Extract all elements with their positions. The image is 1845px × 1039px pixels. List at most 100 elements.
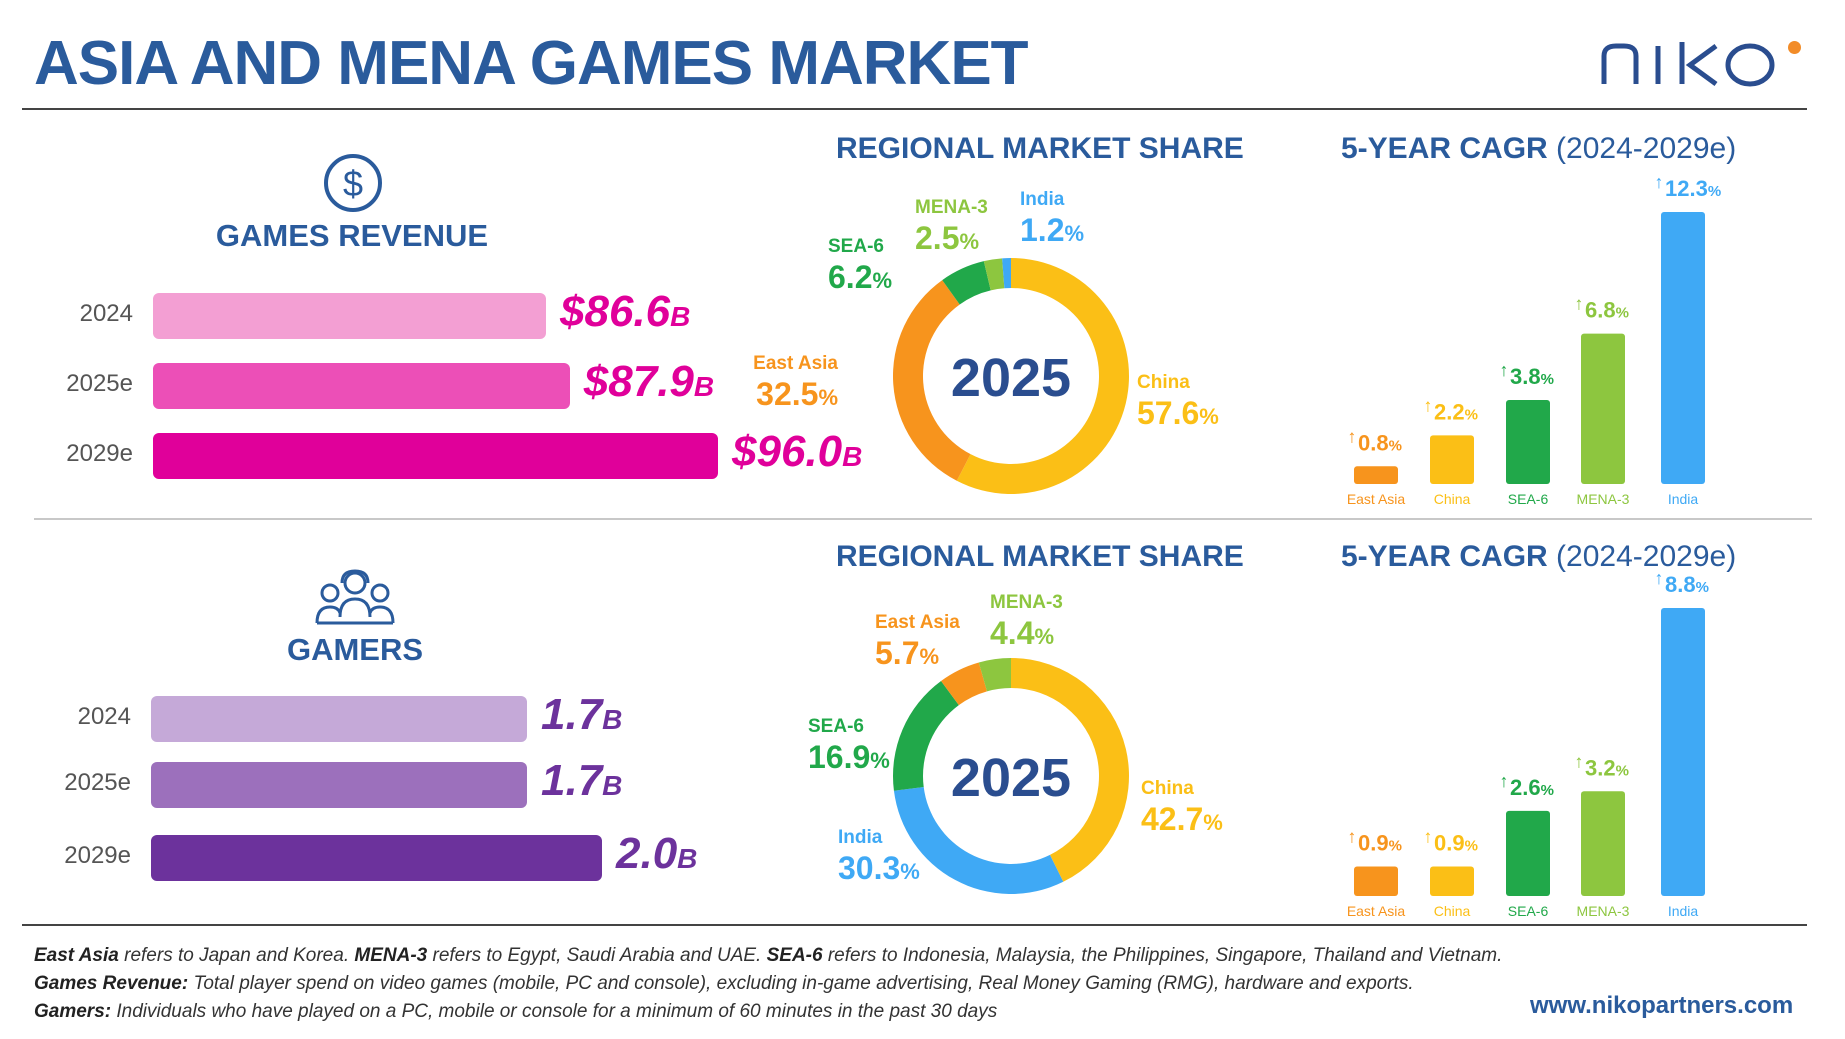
cagr-value-label-number: 12.3 [1665, 176, 1708, 201]
donut-category-label: MENA-3 [915, 197, 988, 218]
website-link[interactable]: www.nikopartners.com [1530, 992, 1794, 1019]
revenue-bar [153, 363, 570, 409]
cagr-bar-sea-6 [1506, 810, 1550, 896]
donut-value-label-number: 42.7 [1141, 801, 1203, 837]
logo-dot [1788, 41, 1801, 54]
revenue-bar-value-unit: B [670, 301, 691, 332]
revenue-bar-value: $96.0B [732, 427, 862, 477]
revenue-bar-value-unit: B [842, 441, 863, 472]
cagr-value-label-number: 2.2 [1434, 399, 1465, 424]
cagr-bar-india [1661, 608, 1705, 896]
revenue-bar-value-unit: B [693, 371, 715, 402]
revenue-bar [153, 293, 546, 339]
cagr-arrow-icon: ↑ [1348, 827, 1357, 847]
donut-value-label-percent-sign: % [1199, 404, 1219, 429]
cagr-value-label-number: 3.8 [1510, 364, 1541, 389]
donut-category-label: India [838, 827, 883, 848]
donut-category-label: China [1141, 778, 1194, 799]
donut-slice-east-asia [892, 280, 971, 481]
cagr-value-label-percent-sign: % [1465, 406, 1478, 423]
revenue-bar-value-number: $96.0 [732, 427, 843, 476]
revenue-year-label: 2025e [66, 370, 133, 397]
cagr-value-label: 3.8% [1510, 364, 1554, 389]
donut-center-year: 2025 [951, 348, 1071, 408]
cagr-period: (2024-2029e) [1556, 132, 1737, 165]
donut-value-label-number: 1.2 [1020, 212, 1064, 248]
cagr-arrow-icon: ↑ [1500, 360, 1509, 380]
donut-value-label: 1.2% [1020, 212, 1084, 248]
cagr-bar-east-asia [1354, 866, 1398, 896]
footnote-text: refers to Egypt, Saudi Arabia and UAE. [427, 945, 767, 966]
niko-logo-mark [1601, 42, 1775, 87]
donut-value-label-percent-sign: % [818, 385, 838, 410]
cagr-category-label: MENA-3 [1577, 491, 1630, 507]
cagr-category-label: China [1434, 903, 1471, 919]
footnote-term: East Asia [34, 945, 119, 966]
gamers-bar-value: 1.7B [541, 690, 622, 740]
donut-value-label: 42.7% [1141, 801, 1223, 837]
cagr-bar-china [1430, 435, 1474, 484]
donut-value-label-percent-sign: % [1203, 810, 1223, 835]
cagr-value-label-percent-sign: % [1708, 183, 1721, 200]
revenue-bar-value: $86.6B [560, 287, 690, 337]
dollar-circle-icon: $ [322, 152, 384, 219]
niko-logo [1598, 34, 1788, 108]
donut-category-label: MENA-3 [990, 592, 1063, 613]
cagr-value-label-percent-sign: % [1616, 305, 1629, 322]
cagr-value-label: 0.9% [1434, 831, 1478, 856]
donut-value-label-percent-sign: % [872, 268, 892, 293]
cagr-arrow-icon: ↑ [1348, 426, 1357, 446]
donut-slice-sea-6 [893, 680, 959, 791]
donut-slice-india [893, 787, 1064, 894]
gamers-bar-value-unit: B [602, 770, 623, 801]
cagr-value-label-percent-sign: % [1696, 579, 1709, 596]
cagr-period: (2024-2029e) [1556, 540, 1737, 573]
donut-slice-mena-3 [983, 258, 1005, 291]
cagr-category-label: India [1668, 491, 1699, 507]
donut-value-label: 5.7% [875, 635, 939, 671]
cagr-value-label: 0.8% [1358, 430, 1402, 455]
donut-center-year: 2025 [951, 748, 1071, 808]
cagr-bar-china [1430, 866, 1474, 896]
revenue-bar-value-number: $87.9 [583, 357, 694, 406]
donut-value-label: 2.5% [915, 220, 979, 256]
cagr-value-label-number: 0.9 [1434, 831, 1465, 856]
people-group-icon [314, 567, 396, 632]
cagr-value-label: 2.2% [1434, 399, 1478, 424]
donut-value-label-number: 32.5 [756, 376, 818, 412]
cagr-category-label: MENA-3 [1577, 903, 1630, 919]
donut-category-label: China [1137, 372, 1190, 393]
section-divider [34, 518, 1812, 520]
cagr-arrow-icon: ↑ [1655, 172, 1664, 192]
donut-category-label: East Asia [753, 353, 838, 374]
cagr-bar-mena-3 [1581, 333, 1625, 484]
footnote-text: Total player spend on video games (mobil… [188, 973, 1414, 994]
donut-value-label-percent-sign: % [900, 859, 920, 884]
donut-category-label: East Asia [875, 612, 960, 633]
donut-value-label-number: 4.4 [990, 615, 1035, 651]
cagr-value-label-percent-sign: % [1616, 762, 1629, 779]
donut-value-label: 6.2% [828, 259, 892, 295]
cagr-value-label: 0.9% [1358, 831, 1402, 856]
revenue-bar-value-number: $86.6 [560, 287, 671, 336]
donut-value-label-number: 30.3 [838, 850, 900, 886]
cagr-value-label-percent-sign: % [1541, 371, 1554, 388]
cagr-category-label: India [1668, 903, 1699, 919]
cagr-arrow-icon: ↑ [1500, 771, 1509, 791]
gamers-year-label: 2029e [64, 842, 131, 869]
cagr-category-label: SEA-6 [1508, 491, 1549, 507]
cagr-bar-mena-3 [1581, 791, 1625, 896]
donut-value-label-number: 5.7 [875, 635, 919, 671]
donut-category-label: India [1020, 189, 1065, 210]
footnote-term: Gamers: [34, 1001, 112, 1022]
cagr-arrow-icon: ↑ [1424, 395, 1433, 415]
revenue-year-label: 2029e [66, 440, 133, 467]
donut-slice-east-asia [941, 662, 987, 706]
donut-value-label: 57.6% [1137, 395, 1219, 431]
footnote-text: Individuals who have played on a PC, mob… [111, 1001, 998, 1022]
cagr-bar-east-asia [1354, 466, 1398, 484]
donut-value-label-percent-sign: % [959, 229, 979, 254]
donut-value-label: 4.4% [990, 615, 1054, 651]
revenue-bar-value: $87.9B [584, 357, 714, 407]
cagr-category-label: East Asia [1347, 491, 1406, 507]
